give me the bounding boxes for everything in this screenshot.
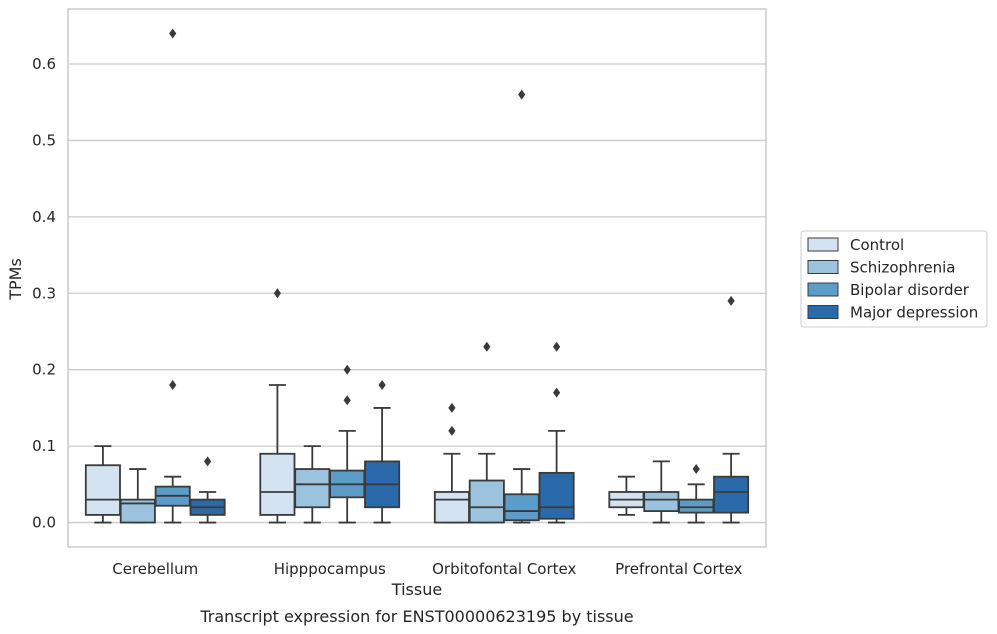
outlier-point xyxy=(553,387,561,398)
y-tick-label: 0.2 xyxy=(32,361,56,379)
outlier-point xyxy=(518,89,526,100)
legend-swatch xyxy=(807,282,839,297)
chart-caption: Transcript expression for ENST0000062319… xyxy=(199,607,633,626)
outlier-point xyxy=(169,28,177,39)
legend-label: Control xyxy=(850,236,904,254)
y-tick-label: 0.6 xyxy=(32,55,56,73)
iqr-box xyxy=(643,491,680,512)
box-major-depression xyxy=(713,295,750,524)
y-tick-label: 0.4 xyxy=(32,208,56,226)
iqr-box xyxy=(538,471,575,520)
x-axis-label: Tissue xyxy=(391,580,442,599)
legend-label: Schizophrenia xyxy=(850,259,955,277)
legend-swatch xyxy=(807,305,839,319)
outlier-point xyxy=(343,364,351,375)
outlier-point xyxy=(448,425,456,436)
iqr-box xyxy=(503,493,540,522)
iqr-box xyxy=(678,498,715,514)
box-bipolar-disorder xyxy=(329,364,366,524)
x-tick-labels: Cerebellum Hipppocampus Orbitofontal Corte… xyxy=(112,560,742,578)
y-tick-labels: 0.0 0.1 0.2 0.3 0.4 0.5 0.6 xyxy=(32,55,56,532)
box-schizophrenia xyxy=(468,341,505,524)
x-tick-label: Orbitofontal Cortex xyxy=(432,560,576,578)
y-tick-label: 0.5 xyxy=(32,131,56,149)
box-control xyxy=(433,402,470,524)
iqr-box xyxy=(119,498,156,524)
box-schizophrenia xyxy=(643,460,680,524)
box-control xyxy=(84,445,121,524)
outlier-point xyxy=(204,456,212,467)
box-control xyxy=(259,288,296,524)
legend-frame xyxy=(800,230,988,328)
legend-swatch xyxy=(807,260,839,274)
y-gridlines xyxy=(68,63,766,524)
box-schizophrenia xyxy=(294,445,331,524)
outlier-point xyxy=(378,379,386,390)
y-tick-label: 0.3 xyxy=(32,284,56,302)
iqr-box xyxy=(713,475,750,514)
box-series-group xyxy=(84,28,750,524)
box-schizophrenia xyxy=(119,468,156,524)
outlier-point xyxy=(169,379,177,390)
y-axis-label: TPMs xyxy=(6,258,25,301)
legend: Control Schizophrenia Bipolar disorder Majo… xyxy=(800,230,988,328)
outlier-point xyxy=(273,288,281,299)
outlier-point xyxy=(448,402,456,413)
outlier-point xyxy=(727,295,735,306)
box-major-depression xyxy=(364,379,401,524)
y-tick-label: 0.1 xyxy=(32,437,56,455)
legend-label: Bipolar disorder xyxy=(850,281,970,299)
box-bipolar-disorder xyxy=(503,89,540,524)
iqr-box xyxy=(84,464,121,516)
box-bipolar-disorder xyxy=(154,28,191,524)
legend-swatch xyxy=(807,237,839,252)
iqr-box xyxy=(294,468,331,509)
iqr-box xyxy=(468,479,505,524)
outlier-point xyxy=(553,341,561,352)
x-tick-label: Hipppocampus xyxy=(274,560,386,578)
x-tick-label: Cerebellum xyxy=(112,560,198,578)
outlier-point xyxy=(483,341,491,352)
iqr-box xyxy=(433,491,470,524)
y-tick-label: 0.0 xyxy=(32,514,56,532)
iqr-box xyxy=(259,452,296,516)
outlier-point xyxy=(692,464,700,475)
box-control xyxy=(608,475,645,516)
box-bipolar-disorder xyxy=(678,464,715,524)
legend-label: Major depression xyxy=(850,304,978,322)
outlier-point xyxy=(343,395,351,406)
box-major-depression xyxy=(189,456,226,524)
box-major-depression xyxy=(538,341,575,524)
plot-frame xyxy=(67,8,767,548)
x-tick-label: Prefrontal Cortex xyxy=(615,560,742,578)
